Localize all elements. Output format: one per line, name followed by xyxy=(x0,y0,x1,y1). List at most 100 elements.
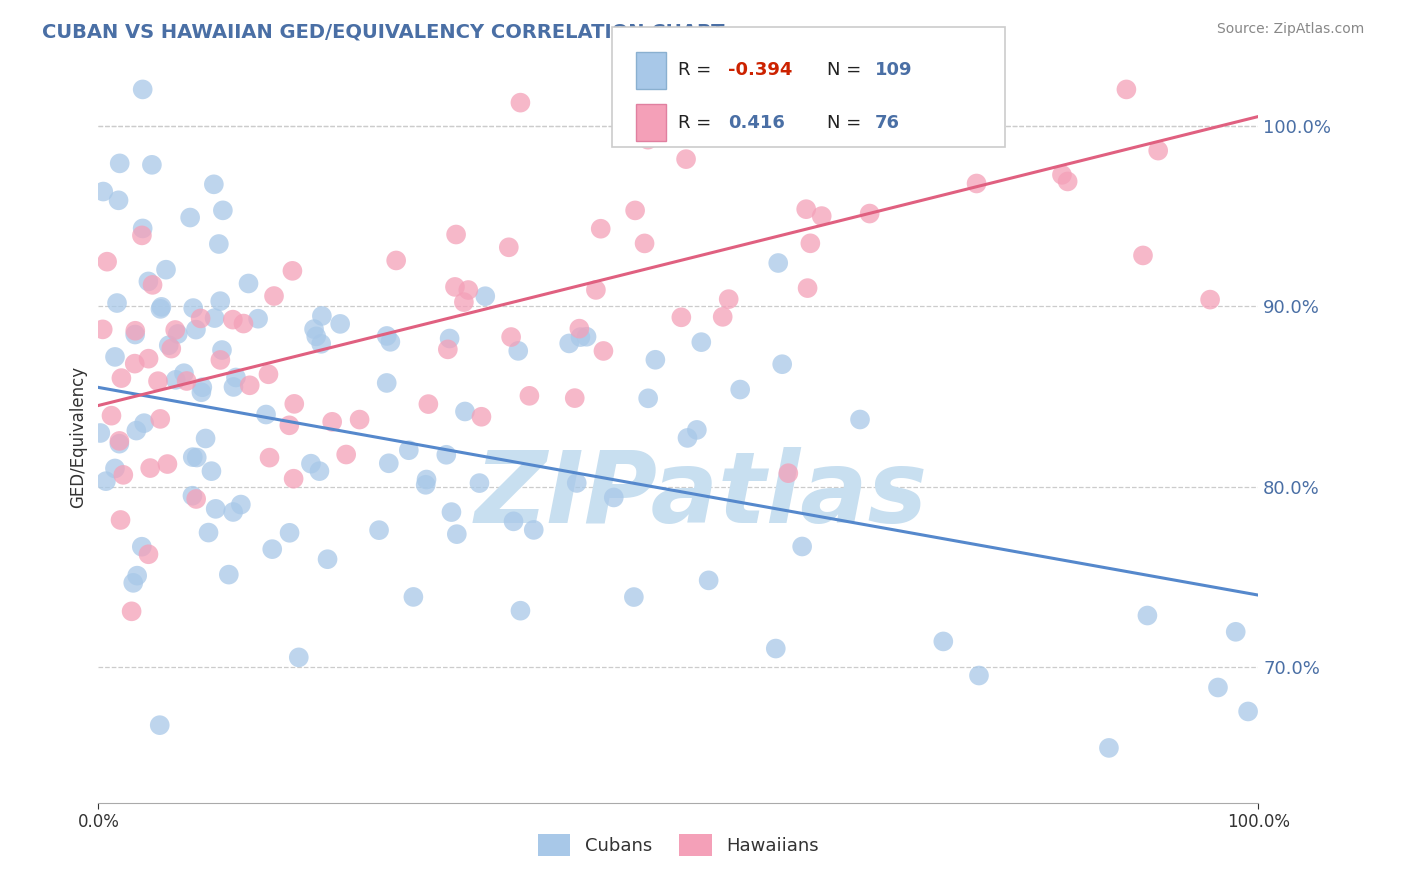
Point xyxy=(676,431,699,445)
Point xyxy=(181,301,204,315)
Point xyxy=(209,353,232,368)
Point xyxy=(335,448,357,462)
Point xyxy=(108,156,131,170)
Point xyxy=(222,312,245,326)
Point xyxy=(186,491,208,506)
Point xyxy=(796,281,818,295)
Point xyxy=(592,343,614,358)
Point xyxy=(299,457,322,471)
Point xyxy=(131,221,153,235)
Point xyxy=(402,590,425,604)
Point xyxy=(184,323,207,337)
Point xyxy=(232,317,254,331)
Point xyxy=(508,343,530,358)
Point xyxy=(225,370,247,384)
Text: CUBAN VS HAWAIIAN GED/EQUIVALENCY CORRELATION CHART: CUBAN VS HAWAIIAN GED/EQUIVALENCY CORREL… xyxy=(42,22,724,41)
Point xyxy=(690,335,713,350)
Point xyxy=(671,310,693,325)
Point xyxy=(501,330,523,344)
Point xyxy=(160,342,183,356)
Point xyxy=(165,373,187,387)
Point xyxy=(138,547,160,561)
Point xyxy=(197,525,219,540)
Point xyxy=(139,461,162,475)
Point xyxy=(238,277,260,291)
Point xyxy=(329,317,352,331)
Point xyxy=(633,236,655,251)
Point xyxy=(208,237,231,252)
Point xyxy=(859,206,882,220)
Point xyxy=(202,178,225,192)
Point xyxy=(239,378,262,392)
Point xyxy=(444,227,467,242)
Point xyxy=(149,718,172,732)
Point xyxy=(186,450,208,465)
Point xyxy=(375,329,398,343)
Point xyxy=(138,351,160,366)
Point xyxy=(204,311,226,326)
Point xyxy=(124,327,146,342)
Point xyxy=(212,203,235,218)
Legend: Cubans, Hawaiians: Cubans, Hawaiians xyxy=(530,827,827,863)
Point xyxy=(697,574,720,588)
Point xyxy=(474,289,496,303)
Point xyxy=(558,336,581,351)
Point xyxy=(229,498,252,512)
Point xyxy=(311,309,333,323)
Point xyxy=(575,330,598,344)
Point xyxy=(778,466,800,480)
Point xyxy=(439,331,461,345)
Text: 76: 76 xyxy=(875,113,900,132)
Text: 0.416: 0.416 xyxy=(728,113,785,132)
Point xyxy=(316,552,339,566)
Point xyxy=(624,203,647,218)
Point xyxy=(104,461,127,475)
Point xyxy=(932,634,955,648)
Point xyxy=(165,323,187,337)
Point xyxy=(457,283,479,297)
Point xyxy=(349,412,371,426)
Point xyxy=(398,443,420,458)
Point xyxy=(564,391,586,405)
Point xyxy=(155,262,177,277)
Point xyxy=(434,448,457,462)
Point xyxy=(810,209,832,223)
Point xyxy=(308,464,330,478)
Point xyxy=(222,505,245,519)
Point xyxy=(190,385,212,400)
Point xyxy=(218,567,240,582)
Point xyxy=(204,501,226,516)
Point xyxy=(444,280,467,294)
Point xyxy=(157,338,180,352)
Point xyxy=(121,604,143,618)
Y-axis label: GED/Equivalency: GED/Equivalency xyxy=(69,366,87,508)
Point xyxy=(305,329,328,343)
Point xyxy=(125,424,148,438)
Point xyxy=(141,277,163,292)
Point xyxy=(149,412,172,426)
Text: -0.394: -0.394 xyxy=(728,62,793,79)
Point xyxy=(468,476,491,491)
Point xyxy=(717,292,740,306)
Point xyxy=(176,374,198,388)
Point xyxy=(1206,681,1229,695)
Point xyxy=(122,575,145,590)
Point xyxy=(131,82,153,96)
Point xyxy=(91,322,114,336)
Point xyxy=(768,256,790,270)
Point xyxy=(453,295,475,310)
Point xyxy=(112,467,135,482)
Point xyxy=(509,604,531,618)
Text: 109: 109 xyxy=(875,62,912,79)
Point xyxy=(281,264,304,278)
Point xyxy=(1225,624,1247,639)
Point xyxy=(262,542,284,557)
Point xyxy=(568,321,591,335)
Text: ZIPatlas: ZIPatlas xyxy=(475,447,928,544)
Point xyxy=(415,473,437,487)
Point xyxy=(190,311,212,326)
Point xyxy=(794,202,817,217)
Point xyxy=(302,322,325,336)
Point xyxy=(110,371,132,385)
Point xyxy=(156,457,179,471)
